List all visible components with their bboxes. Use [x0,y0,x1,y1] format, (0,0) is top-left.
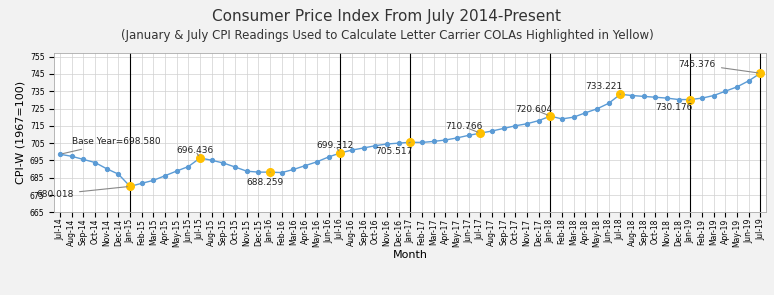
Text: 705.517: 705.517 [375,142,413,156]
Text: 710.766: 710.766 [445,122,483,132]
Y-axis label: CPI-W (1967=100): CPI-W (1967=100) [15,81,26,184]
Text: Base Year=698.580: Base Year=698.580 [63,137,160,154]
Text: 696.436: 696.436 [176,146,214,156]
Text: (January & July CPI Readings Used to Calculate Letter Carrier COLAs Highlighted : (January & July CPI Readings Used to Cal… [121,30,653,42]
Text: 720.604: 720.604 [515,105,553,115]
Text: Consumer Price Index From July 2014-Present: Consumer Price Index From July 2014-Pres… [213,9,561,24]
Text: 745.376: 745.376 [679,60,758,73]
Text: 680.018: 680.018 [36,187,127,199]
X-axis label: Month: Month [392,250,428,260]
Text: 699.312: 699.312 [317,141,354,151]
Text: 730.176: 730.176 [656,99,693,112]
Text: 733.221: 733.221 [585,82,622,94]
Text: 688.259: 688.259 [247,172,284,187]
